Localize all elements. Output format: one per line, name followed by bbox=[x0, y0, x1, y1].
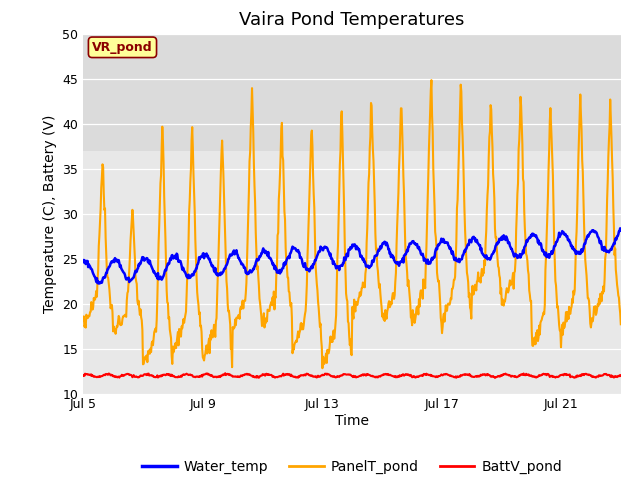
Bar bbox=[83, 34, 621, 151]
Y-axis label: Temperature (C), Battery (V): Temperature (C), Battery (V) bbox=[43, 114, 57, 313]
Legend: Water_temp, PanelT_pond, BattV_pond: Water_temp, PanelT_pond, BattV_pond bbox=[136, 455, 568, 480]
Title: Vaira Pond Temperatures: Vaira Pond Temperatures bbox=[239, 11, 465, 29]
Text: VR_pond: VR_pond bbox=[92, 41, 153, 54]
X-axis label: Time: Time bbox=[335, 414, 369, 428]
